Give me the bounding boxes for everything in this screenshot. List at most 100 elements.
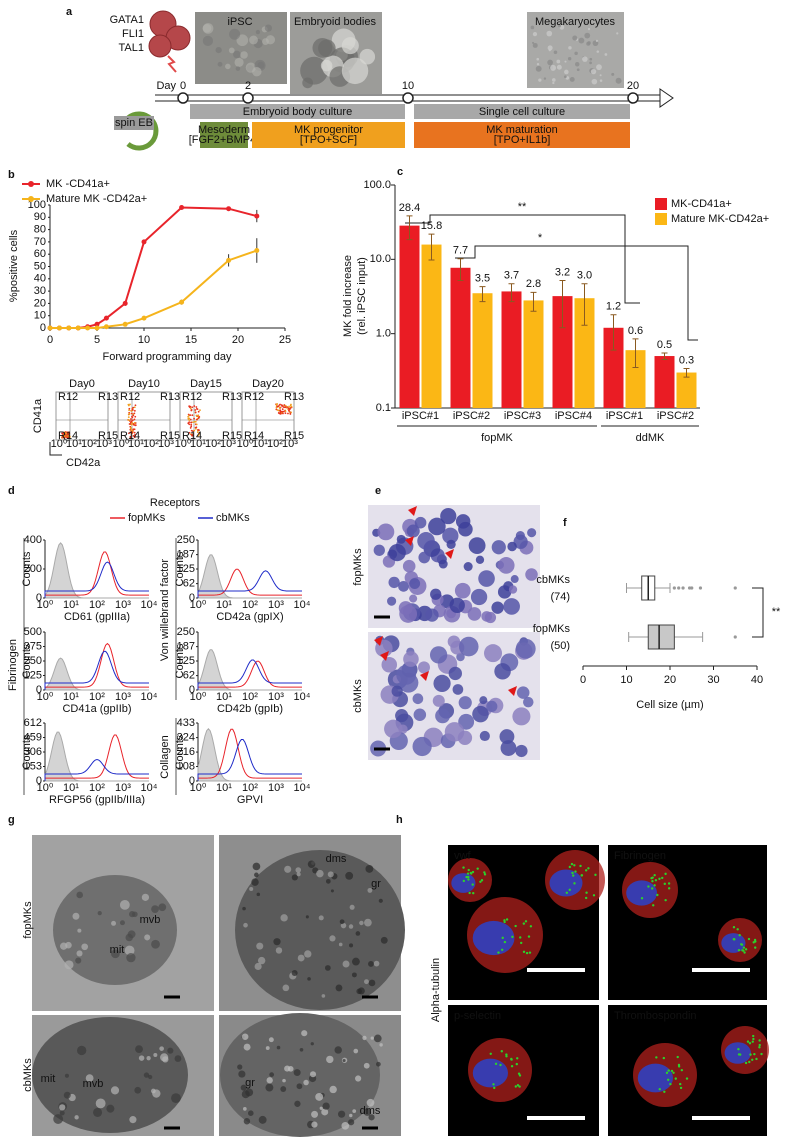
green-dot [667,882,671,885]
stain-label: p-selectin [454,1010,501,1022]
green-dot [471,883,474,886]
texture [563,75,567,79]
texture [324,965,331,971]
texture [93,1107,103,1117]
value-label: 15.8 [421,220,442,232]
texture [590,68,597,75]
row-label: cbMKs [22,1058,34,1092]
texture [532,31,538,37]
texture [304,950,312,958]
texture [315,1092,324,1101]
gate-label: R12 [182,391,202,403]
flow-dot [197,433,200,436]
green-dot [676,1055,679,1059]
texture [129,1116,137,1124]
texture [351,972,357,978]
category-label: cbMKs [536,574,570,586]
green-dot [743,951,746,954]
x-tick-label: 10² [89,782,105,794]
texture [341,1122,350,1130]
texture [475,555,485,564]
flow-dot [284,412,287,415]
panel-label: f [563,517,567,529]
green-dot [467,875,470,879]
texture [243,1043,251,1051]
flow-dot [134,415,137,418]
flow-dot [61,432,64,435]
point [75,325,81,331]
gate-label: R13 [98,391,118,403]
texture [458,696,472,710]
value-label: 2.8 [526,278,541,290]
texture [384,719,403,739]
texture [591,78,598,85]
em-annotation: mvb [83,1078,104,1090]
flow-tick: 10³ [158,438,174,450]
texture [409,578,421,589]
green-dot [516,1084,520,1087]
texture [258,1115,267,1124]
green-dot [462,879,466,883]
legend-label: cbMKs [216,512,250,524]
green-dot [656,893,659,897]
flier [690,586,694,590]
flow-dot [194,409,197,411]
green-dot [572,874,575,877]
flow-dot [67,433,69,436]
flow-tick: 10³ [96,438,112,450]
stage-detail: [TPO+SCF] [300,134,357,146]
texture [467,607,482,621]
texture [276,1045,281,1050]
flow-dot [193,405,196,407]
texture [316,869,324,878]
series-line [50,206,258,329]
texture [535,65,542,72]
green-dot [752,1034,755,1038]
texture [297,954,305,962]
texture [373,960,380,967]
point [254,213,260,219]
flow-dot [290,405,293,408]
flow-dot [66,436,69,439]
em-cell [53,875,177,985]
green-dot [467,868,470,872]
texture [81,943,89,951]
flow-dot [188,419,191,421]
texture [599,74,602,77]
error-bar [508,283,515,303]
flow-dot [197,414,200,417]
y-tick-label: 10 [34,310,46,322]
flow-day: Day15 [190,378,222,390]
bar [625,350,646,408]
flow-tick: 10⁰ [51,438,68,450]
gate-label: R14 [120,430,140,442]
texture [448,666,462,681]
point [66,325,72,331]
texture [256,892,261,897]
flow-dot [133,412,136,415]
texture [348,1119,355,1126]
flow-dot [127,403,130,406]
texture [338,1110,346,1118]
flow-tick: 10⁰ [175,438,192,450]
x-tick-label: 10⁰ [37,691,54,703]
texture [74,1115,79,1120]
texture [106,1104,115,1113]
annotation: * [538,232,543,244]
em-annotation: gr [245,1077,255,1089]
green-dot [655,1056,658,1059]
flow-tick: 10² [81,438,97,450]
texture [530,25,535,30]
y-tick-label: 0 [189,592,195,604]
annotation: ** [772,606,781,618]
texture [254,962,262,971]
texture [391,685,403,697]
texture [446,539,456,549]
error-bar [479,286,486,303]
point [94,325,100,331]
x-axis-title: Forward programming day [103,351,232,363]
plot-title: CD42b (gpIb) [217,703,283,715]
x-tick-label: 20 [232,334,244,346]
texture [596,50,600,53]
day-number: 0 [180,80,186,92]
